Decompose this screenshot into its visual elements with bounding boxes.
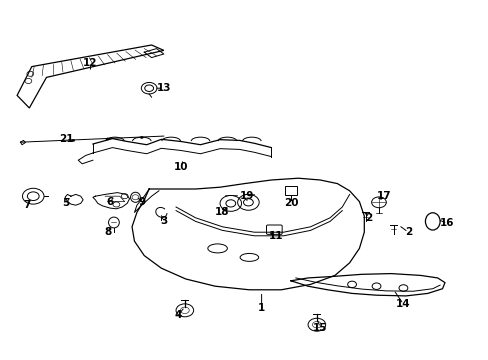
Text: 6: 6 bbox=[106, 197, 113, 207]
Text: 14: 14 bbox=[395, 299, 410, 309]
Text: 20: 20 bbox=[283, 198, 298, 208]
Circle shape bbox=[72, 139, 75, 141]
Text: 13: 13 bbox=[156, 83, 171, 93]
Bar bbox=[285, 186, 297, 195]
Text: 19: 19 bbox=[239, 191, 254, 201]
Text: 2: 2 bbox=[404, 227, 411, 237]
Circle shape bbox=[106, 138, 109, 140]
Text: 4: 4 bbox=[174, 310, 182, 320]
Text: 11: 11 bbox=[268, 231, 283, 241]
Text: 1: 1 bbox=[258, 303, 264, 313]
Text: 8: 8 bbox=[104, 227, 111, 237]
Text: 5: 5 bbox=[62, 198, 69, 208]
Text: 18: 18 bbox=[215, 207, 229, 217]
Text: 9: 9 bbox=[138, 197, 145, 207]
Text: 15: 15 bbox=[312, 323, 327, 333]
Circle shape bbox=[140, 136, 143, 139]
Text: 3: 3 bbox=[160, 216, 167, 226]
Text: 16: 16 bbox=[439, 218, 454, 228]
Text: 21: 21 bbox=[59, 134, 73, 144]
Text: 17: 17 bbox=[376, 191, 390, 201]
Text: 7: 7 bbox=[23, 200, 31, 210]
Text: 2: 2 bbox=[365, 213, 372, 223]
Text: 10: 10 bbox=[173, 162, 188, 172]
Text: 12: 12 bbox=[83, 58, 98, 68]
